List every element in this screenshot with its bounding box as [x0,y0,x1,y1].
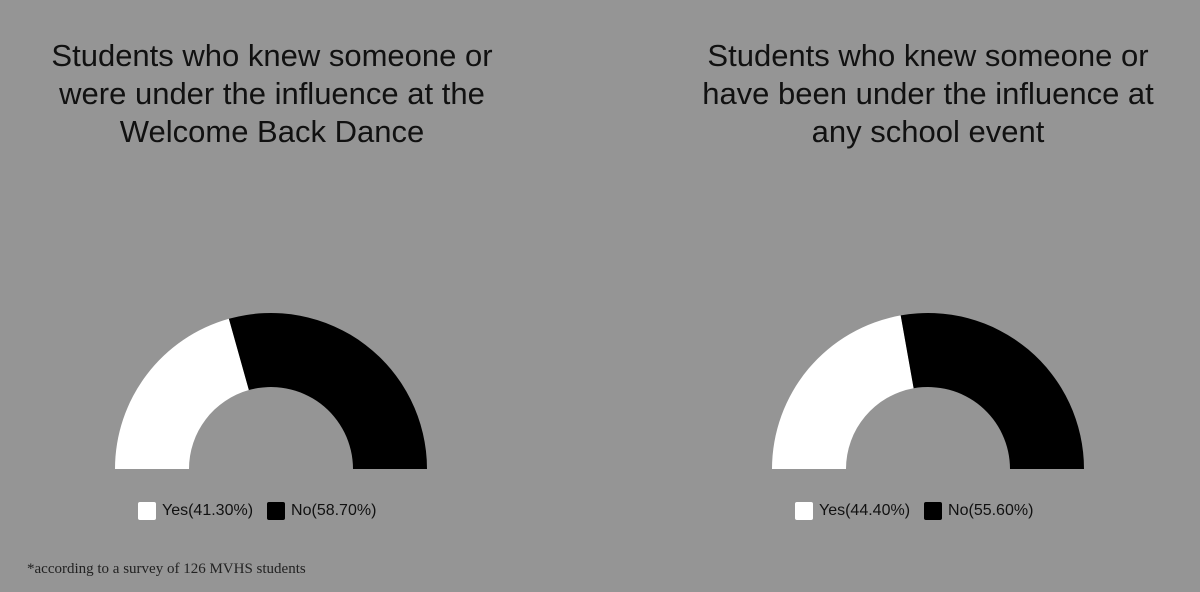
legend-label-yes: Yes(41.30%) [162,502,254,519]
donut-slice-yes[interactable] [115,318,249,469]
legend-item-yes[interactable]: Yes(41.30%) [138,502,253,520]
chart-welcome-back-dance: Students who knew someone or were under … [51,38,493,521]
legend-swatch-yes [138,502,156,520]
chart-title: Students who knew someone or were under … [51,38,493,149]
survey-footnote: *according to a survey of 126 MVHS stude… [27,561,306,577]
donut-slice-no[interactable] [228,312,427,469]
legend-swatch-no [924,502,943,520]
chart-any-school-event: Students who knew someone or have been u… [600,0,1200,592]
chart-legend: Yes(41.30%) No(58.70%) [138,501,390,521]
legend-label-yes: Yes(44.40%) [819,502,911,519]
donut-slice-yes[interactable] [772,315,914,469]
donut-slice-no[interactable] [900,313,1084,469]
legend-label-no: No(55.60%) [948,502,1034,519]
legend-item-yes[interactable]: Yes(44.40%) [795,502,910,520]
chart-legend: Yes(44.40%) No(55.60%) [795,501,1047,521]
legend-swatch-no [267,502,286,520]
half-donut-chart [115,312,427,469]
legend-item-no[interactable]: No(58.70%) [267,502,376,520]
chart-title: Students who knew someone or have been u… [702,38,1154,149]
legend-item-no[interactable]: No(55.60%) [924,502,1033,520]
legend-label-no: No(58.70%) [291,502,377,519]
half-donut-chart [772,313,1084,469]
legend-swatch-yes [795,502,813,520]
